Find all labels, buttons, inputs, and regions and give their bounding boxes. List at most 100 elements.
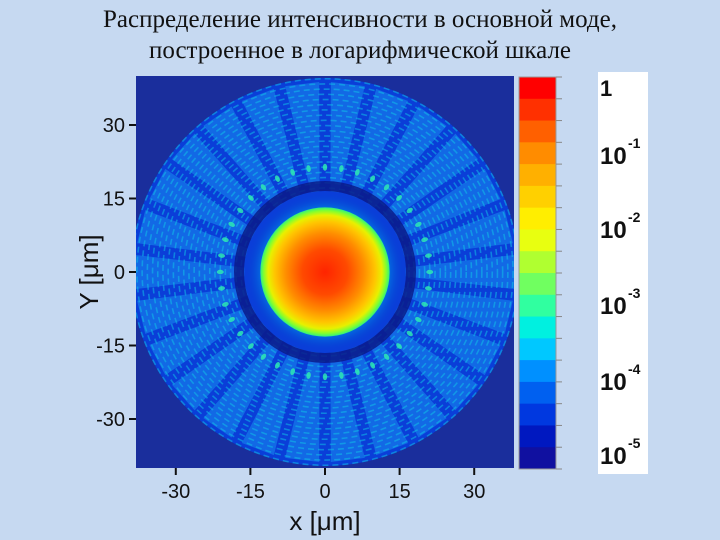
bright-spot (228, 221, 235, 227)
colorbar-band (519, 142, 556, 165)
colorbar-band (519, 403, 556, 426)
colorbar-tick-exponent: -3 (628, 285, 641, 301)
bright-spots (216, 163, 434, 381)
y-tick-label: 30 (103, 115, 125, 137)
colorbar-tick-base: 10 (600, 369, 627, 396)
radial-spoke (241, 345, 301, 456)
bright-spot (339, 165, 344, 173)
bright-spot (426, 269, 434, 275)
colorbar-tick-base: 10 (600, 443, 627, 470)
bright-spot (237, 330, 244, 337)
bright-spot (216, 269, 224, 275)
colorbar-tick-base: 1 (600, 76, 612, 101)
bright-spot (290, 168, 295, 176)
ripple-ring (208, 155, 442, 389)
bright-spot (424, 286, 432, 291)
bright-spot (306, 371, 311, 379)
colorbar-band (519, 273, 556, 296)
ripple-ring (151, 98, 499, 446)
colorbar-tick-label: 10 -5 (600, 435, 641, 470)
colorbar-band (519, 425, 556, 448)
radial-spoke (171, 133, 268, 222)
colorbar-tick-exponent: -4 (628, 361, 641, 377)
bright-spot (396, 195, 402, 201)
ripple-ring (188, 135, 462, 409)
colorbar-tick-exponent: -5 (628, 435, 641, 451)
ripple-ring (214, 161, 436, 383)
colorbar-band (519, 229, 556, 252)
y-tick-label: -15 (96, 336, 125, 358)
radial-spoke (349, 345, 409, 456)
ripple-ring (193, 140, 457, 404)
title-line-1: Распределение интенсивности в основной м… (103, 6, 617, 33)
colorbar-tick-label: 1 (600, 76, 612, 101)
bright-spot (421, 237, 429, 242)
radial-spoke (203, 335, 283, 438)
ripple-ring (224, 171, 426, 373)
y-axis-label: Y [μm] (74, 234, 104, 309)
bright-spot (221, 237, 229, 242)
dark-gap-ring (234, 181, 416, 363)
bright-spot (322, 163, 328, 171)
bright-spot (221, 302, 229, 307)
bright-spot (274, 362, 280, 369)
colorbar-band (519, 381, 556, 405)
colorbar-tick-label: 10 -1 (600, 135, 641, 170)
bright-spot (339, 371, 344, 379)
page-title: Распределение интенсивности в основной м… (0, 4, 720, 66)
colorbar-band (519, 120, 556, 143)
colorbar-band (519, 207, 556, 230)
bright-spot (383, 353, 390, 360)
colorbar-band (519, 360, 556, 383)
bright-spot (290, 368, 295, 376)
colorbar-tick-base: 10 (600, 143, 627, 170)
colorbar-label-panel (598, 72, 648, 474)
x-tick-label: -30 (161, 481, 190, 503)
title-line-2: построенное в логарифмической шкале (148, 37, 572, 64)
colorbar-band (519, 164, 556, 187)
colorbar-tick-base: 10 (600, 217, 627, 244)
bright-spot (306, 165, 311, 173)
radial-spoke (349, 88, 409, 199)
ripple-ring (177, 124, 473, 420)
colorbar-band (519, 316, 556, 339)
bright-spot (218, 253, 226, 258)
radial-spoke (405, 254, 514, 290)
mode-core (260, 207, 390, 337)
ripple-ring (146, 93, 504, 451)
ripple-ring (136, 78, 514, 466)
bright-spot (415, 317, 422, 323)
bright-spot (218, 286, 226, 291)
x-axis-label: x [μm] (289, 506, 360, 536)
ripple-ring (172, 119, 478, 425)
bright-spot (421, 302, 429, 307)
bright-spot (370, 362, 376, 369)
bright-spot (248, 195, 254, 201)
x-tick-label: -15 (236, 481, 265, 503)
bright-spot (355, 168, 360, 176)
y-tick-label: 15 (103, 189, 125, 211)
ripple-ring (167, 114, 483, 430)
bright-spot (424, 253, 432, 258)
colorbar-tick-label: 10 -3 (600, 285, 641, 320)
colorbar-band (519, 338, 556, 361)
bright-spot (406, 207, 413, 214)
bright-spot (260, 353, 267, 360)
colorbar-tick-exponent: -2 (628, 209, 641, 225)
bright-spot (237, 207, 244, 214)
bright-spot (383, 184, 390, 191)
colorbar-band (519, 294, 556, 318)
colorbar-tick-exponent: -1 (628, 135, 641, 151)
ripple-ring (182, 129, 468, 415)
ripple-ring (198, 145, 452, 399)
bright-spot (355, 368, 360, 376)
colorbar-band (519, 251, 556, 274)
bright-spot (228, 317, 235, 323)
bright-spot (322, 373, 328, 381)
bright-spot (406, 330, 413, 337)
x-tick-label: 0 (319, 481, 330, 503)
x-tick-label: 15 (388, 481, 410, 503)
ripple-ring (136, 83, 514, 461)
radial-spoke (285, 81, 320, 193)
